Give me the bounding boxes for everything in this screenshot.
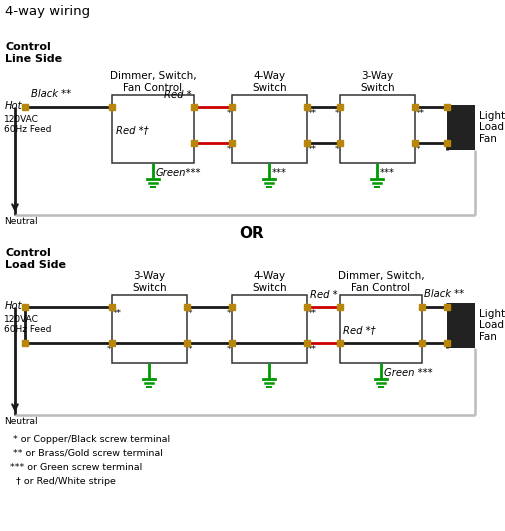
Text: *: * [227, 109, 231, 118]
Text: 4-Way
Switch: 4-Way Switch [252, 71, 287, 93]
Text: *: * [188, 309, 192, 318]
Text: 3-Way
Switch: 3-Way Switch [132, 271, 167, 293]
Text: Neutral: Neutral [4, 417, 38, 426]
Text: Dimmer, Switch,
Fan Control: Dimmer, Switch, Fan Control [338, 271, 424, 293]
Bar [340, 295, 422, 363]
Bar [112, 95, 194, 163]
Text: *: * [416, 145, 421, 154]
Text: Control
Line Side: Control Line Side [5, 42, 62, 64]
Text: Lighting
Load or
Fan: Lighting Load or Fan [479, 309, 505, 342]
Text: Dimmer, Switch,
Fan Control: Dimmer, Switch, Fan Control [110, 71, 196, 93]
Text: Green***: Green*** [156, 168, 201, 178]
Text: Red *†: Red *† [116, 125, 148, 135]
Text: ***: *** [380, 168, 395, 178]
Text: Red *: Red * [311, 290, 338, 300]
Text: OR: OR [240, 226, 265, 241]
Text: 120VAC
60Hz Feed: 120VAC 60Hz Feed [4, 315, 52, 335]
Text: **: ** [308, 109, 317, 118]
Text: *: * [227, 309, 231, 318]
Text: *: * [227, 345, 231, 354]
Text: ** or Brass/Gold screw terminal: ** or Brass/Gold screw terminal [10, 449, 163, 458]
Bar [112, 295, 187, 363]
Text: 4-Way
Switch: 4-Way Switch [252, 271, 287, 293]
Text: Lighting
Load or
Fan: Lighting Load or Fan [479, 111, 505, 144]
Text: Hot: Hot [5, 101, 22, 111]
Text: *: * [188, 345, 192, 354]
Text: ***: *** [272, 168, 287, 178]
Bar [232, 295, 307, 363]
Text: Red *: Red * [164, 90, 192, 100]
Text: Hot: Hot [5, 301, 22, 311]
Bar [447, 105, 475, 150]
Text: 120VAC
60Hz Feed: 120VAC 60Hz Feed [4, 115, 52, 134]
Text: Black **: Black ** [424, 289, 464, 299]
Text: *: * [334, 109, 339, 118]
Text: **: ** [113, 309, 122, 318]
Text: 3-Way
Switch: 3-Way Switch [360, 71, 395, 93]
Text: * or Copper/Black screw terminal: * or Copper/Black screw terminal [10, 435, 170, 444]
Text: *: * [107, 345, 111, 354]
Text: Green ***: Green *** [384, 368, 433, 378]
Bar [447, 303, 475, 348]
Text: **: ** [308, 345, 317, 354]
Text: **: ** [308, 145, 317, 154]
Text: *: * [227, 145, 231, 154]
Text: Neutral: Neutral [4, 217, 38, 226]
Text: 4-way wiring: 4-way wiring [5, 5, 90, 18]
Text: **: ** [308, 309, 317, 318]
Text: *: * [334, 145, 339, 154]
Bar [340, 95, 415, 163]
Text: Control
Load Side: Control Load Side [5, 248, 66, 270]
Text: **: ** [416, 109, 425, 118]
Text: *** or Green screw terminal: *** or Green screw terminal [10, 463, 142, 472]
Bar [232, 95, 307, 163]
Text: Black **: Black ** [31, 89, 71, 99]
Text: Red *†: Red *† [343, 325, 376, 335]
Text: † or Red/White stripe: † or Red/White stripe [10, 477, 116, 486]
